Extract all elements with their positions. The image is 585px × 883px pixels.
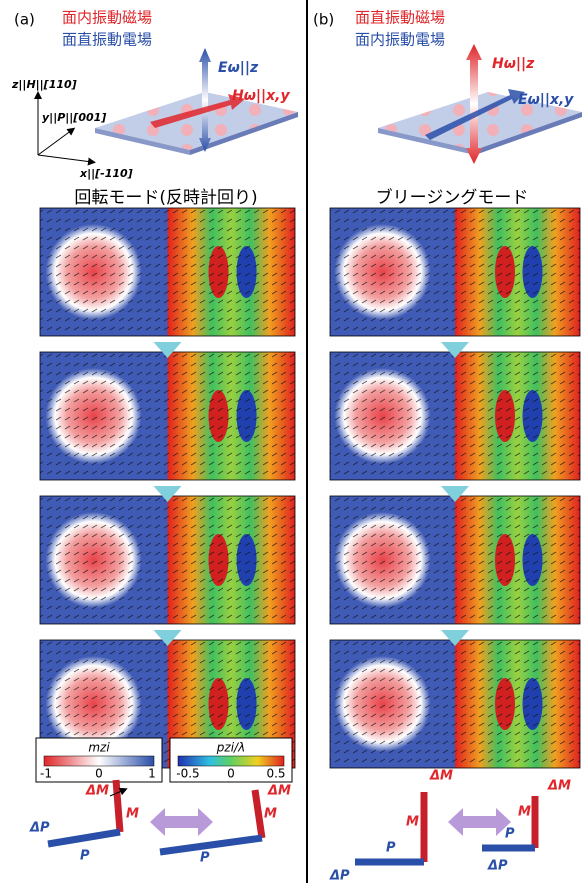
oscillation-arrow bbox=[448, 808, 511, 836]
m-vector bbox=[116, 780, 120, 832]
panel-label: (b) bbox=[313, 11, 334, 29]
colorbar-title: mzi bbox=[88, 741, 110, 755]
colorbar-tick: 1 bbox=[148, 767, 156, 781]
vector-texture bbox=[40, 352, 295, 480]
vector-label: ΔM bbox=[267, 784, 291, 799]
vector-label: ΔP bbox=[29, 821, 50, 836]
h-field-label: Hω||x,y bbox=[232, 88, 290, 104]
panel-label: (a) bbox=[14, 11, 35, 29]
mode-title: 回転モード(反時計回り) bbox=[74, 188, 257, 208]
vector-label: M bbox=[406, 815, 419, 830]
p-vector bbox=[160, 838, 262, 852]
vector-label: ΔP bbox=[487, 859, 508, 874]
colorbar-title: pzi/λ bbox=[216, 741, 245, 755]
vector-label: P bbox=[200, 851, 210, 866]
legend-electric: 面直振動電場 bbox=[62, 31, 152, 49]
colorbar-tick: -0.5 bbox=[176, 767, 199, 781]
vector-texture bbox=[330, 496, 580, 624]
vector-label: ΔP bbox=[329, 869, 350, 883]
vector-label: M bbox=[264, 807, 277, 822]
figure: (a) 面内振動磁場 面直振動電場 Eω||z Hω||x,y z||H||[1… bbox=[0, 0, 585, 883]
vector-texture bbox=[330, 208, 580, 336]
h-field-label: Hω||z bbox=[492, 56, 535, 72]
colorbar-tick: 0 bbox=[227, 767, 235, 781]
vector-texture bbox=[330, 640, 580, 768]
vector-label: P bbox=[505, 827, 515, 842]
m-vector bbox=[255, 790, 262, 838]
colorbar bbox=[44, 756, 154, 766]
vector-label: P bbox=[80, 849, 90, 864]
axis-z-label: z||H||[110] bbox=[11, 78, 77, 91]
vector-label: ΔM bbox=[85, 784, 109, 799]
colorbar bbox=[178, 756, 284, 766]
vector-label: ΔM bbox=[547, 779, 571, 794]
legend-electric: 面内振動電場 bbox=[355, 31, 445, 49]
simulation-frames bbox=[40, 208, 580, 768]
vector-label: ΔM bbox=[429, 769, 453, 784]
colorbar-tick: 0.5 bbox=[266, 767, 285, 781]
vector-label: P bbox=[386, 841, 396, 856]
axis-y bbox=[38, 130, 72, 155]
e-field-label: Eω||z bbox=[218, 60, 259, 76]
p-vector bbox=[48, 832, 120, 844]
axis-x-label: x||[-110] bbox=[79, 167, 133, 180]
mode-title: ブリージングモード bbox=[376, 187, 529, 208]
vector-label: M bbox=[126, 807, 139, 822]
e-field-label: Eω||x,y bbox=[518, 92, 574, 108]
vector-texture bbox=[40, 208, 295, 336]
vector-texture bbox=[330, 352, 580, 480]
vector-label: M bbox=[518, 805, 531, 820]
vector-texture bbox=[40, 496, 295, 624]
colorbar-tick: 0 bbox=[95, 767, 103, 781]
legend-magnetic: 面内振動磁場 bbox=[62, 9, 152, 27]
axis-x bbox=[38, 155, 92, 162]
oscillation-arrow bbox=[150, 808, 213, 836]
colorbar-tick: -1 bbox=[40, 767, 52, 781]
legend-magnetic: 面直振動磁場 bbox=[355, 9, 445, 27]
axis-y-label: y||P||[001] bbox=[42, 111, 106, 124]
